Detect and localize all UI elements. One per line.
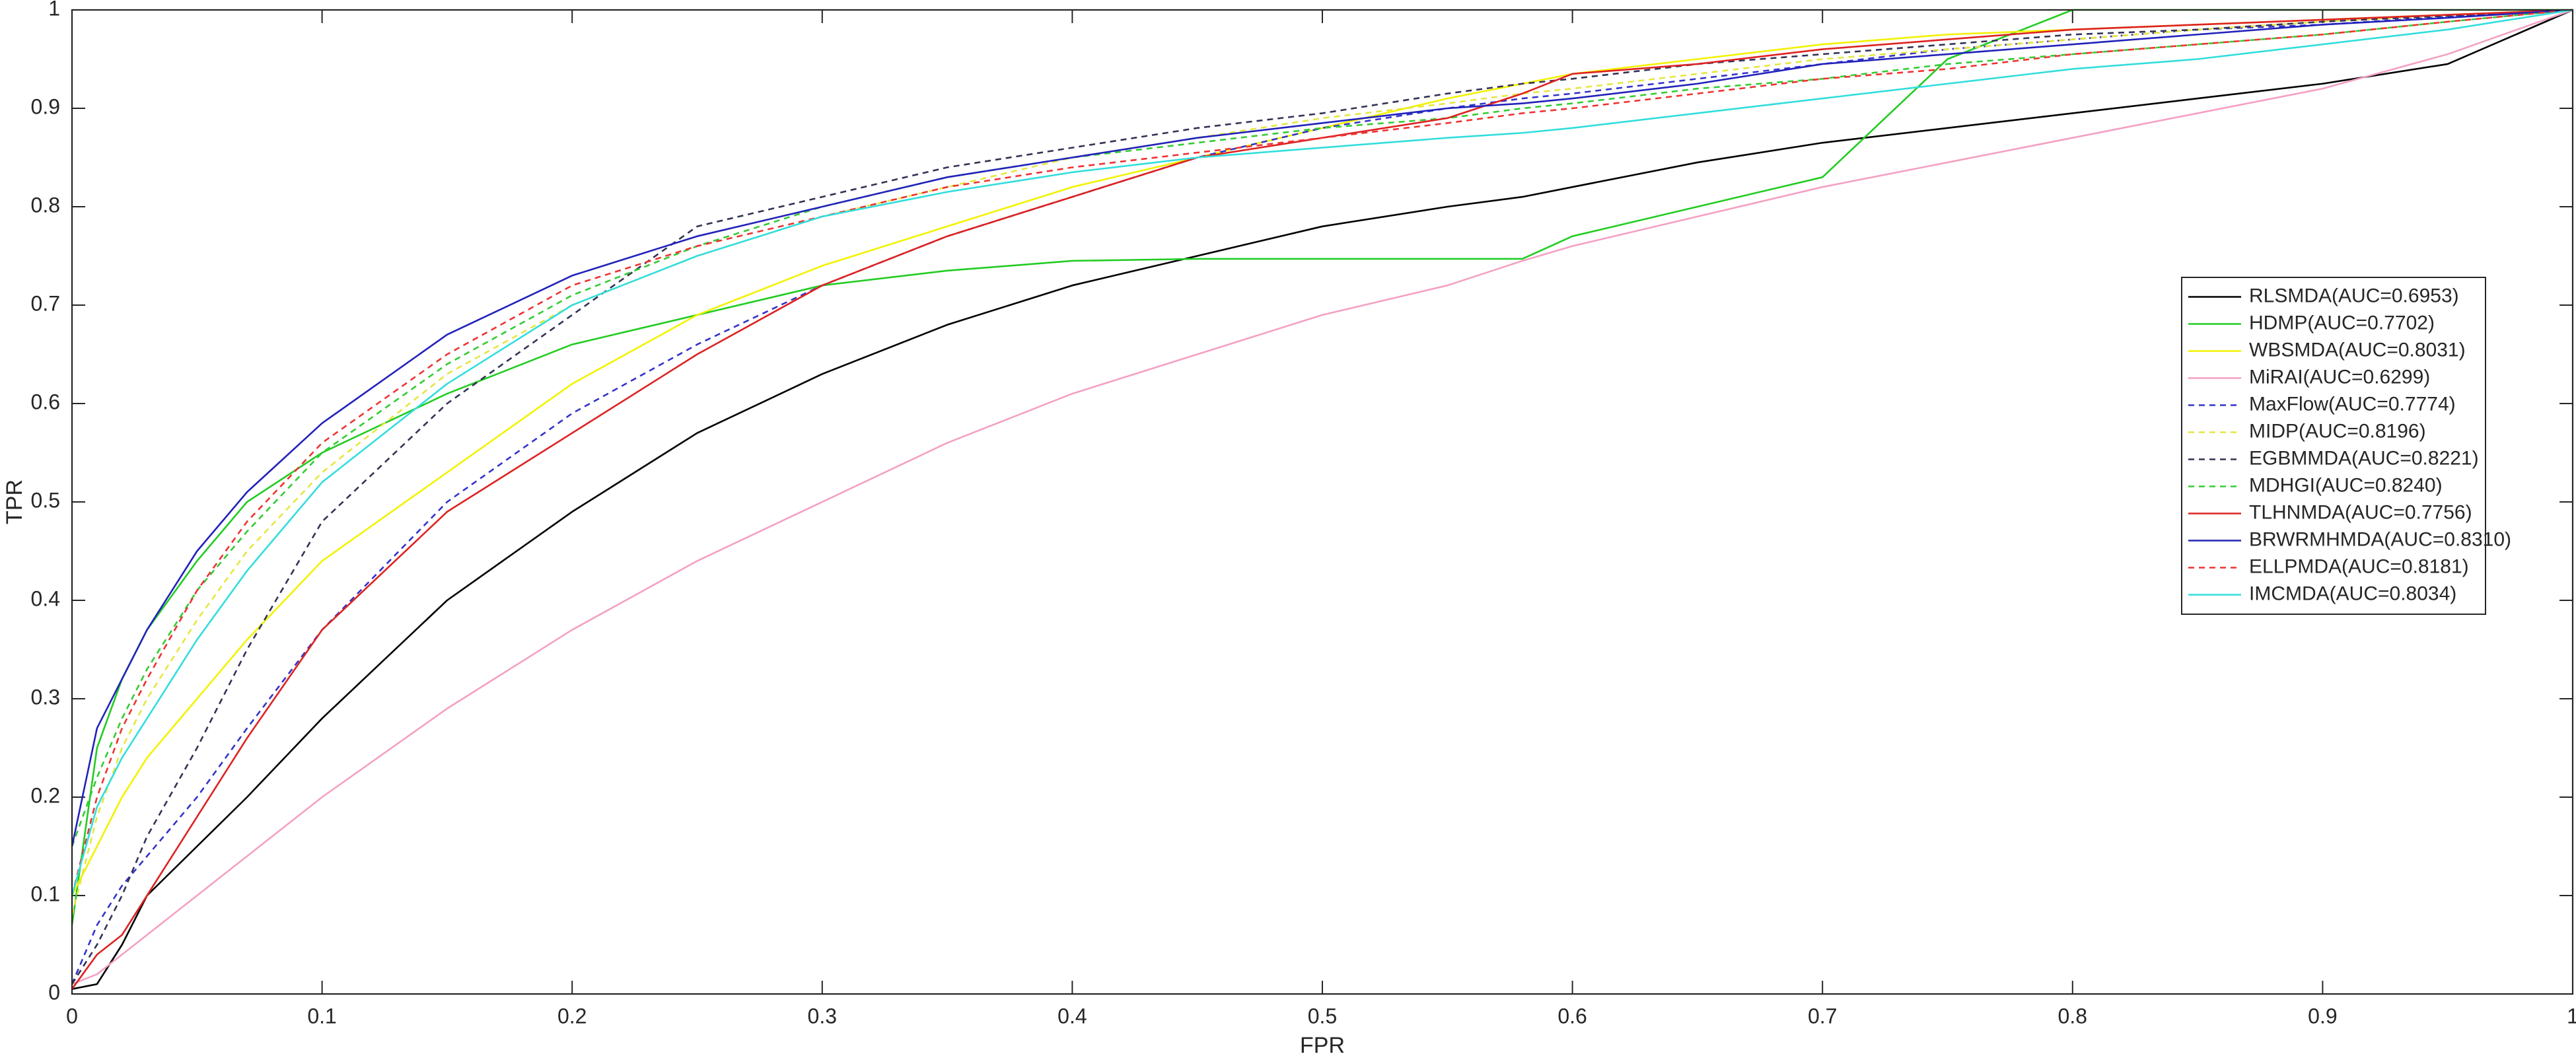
legend-label: MIDP(AUC=0.8196) [2249,420,2426,442]
x-tick-label: 0.8 [2058,1004,2087,1028]
legend-label: MDHGI(AUC=0.8240) [2249,474,2443,496]
x-axis-label: FPR [1300,1033,1345,1058]
roc-curve [71,9,2573,847]
y-tick-label: 0.3 [31,685,60,709]
legend-label: IMCMDA(AUC=0.8034) [2249,583,2456,604]
y-tick-label: 0.6 [31,390,60,413]
roc-curve [71,9,2573,990]
x-tick-label: 0.6 [1557,1004,1587,1028]
y-tick-label: 0.2 [31,783,60,807]
y-tick-label: 1 [48,0,60,20]
y-tick-label: 0.9 [31,94,60,118]
x-tick-label: 0.9 [2308,1004,2337,1028]
x-tick-label: 0.7 [1808,1004,1837,1028]
plot-area [72,10,2573,994]
legend-label: WBSMDA(AUC=0.8031) [2249,339,2466,361]
x-tick-label: 0.2 [557,1004,587,1028]
x-tick-label: 0 [66,1004,78,1028]
roc-curve [71,9,2573,847]
legend-box [2181,277,2486,615]
roc-curve [71,9,2573,916]
legend-label: MiRAI(AUC=0.6299) [2249,366,2430,388]
legend-label: ELLPMDA(AUC=0.8181) [2249,555,2469,577]
x-tick-label: 0.4 [1057,1004,1087,1028]
x-tick-label: 1 [2567,1004,2576,1028]
y-tick-label: 0.8 [31,193,60,217]
roc-curve [71,9,2573,990]
roc-curve [71,9,2573,985]
legend-label: TLHNMDA(AUC=0.7756) [2249,501,2472,523]
x-tick-label: 0.5 [1308,1004,1337,1028]
roc-curve [71,9,2573,925]
roc-curve [71,9,2573,896]
y-tick-label: 0.1 [31,882,60,905]
axes-box [71,9,2574,995]
legend-label: HDMP(AUC=0.7702) [2249,312,2435,334]
roc-curve [71,9,2573,896]
y-tick-label: 0.4 [31,586,60,610]
y-tick-label: 0.5 [31,488,60,512]
legend-label: MaxFlow(AUC=0.7774) [2249,393,2456,415]
roc-curve [71,9,2573,985]
legend-label: RLSMDA(AUC=0.6953) [2249,285,2459,306]
y-tick-label: 0.7 [31,291,60,315]
legend: RLSMDA(AUC=0.6953) HDMP(AUC=0.7702) WBSMDA… [2181,277,2511,615]
y-tick-label: 0 [48,980,60,1004]
x-tick-label: 0.1 [307,1004,336,1028]
y-axis-label: TPR [2,479,27,524]
legend-label: BRWRMHMDA(AUC=0.8310) [2249,528,2511,550]
x-tick-label: 0.3 [808,1004,837,1028]
legend-label: EGBMMDA(AUC=0.8221) [2249,447,2479,469]
